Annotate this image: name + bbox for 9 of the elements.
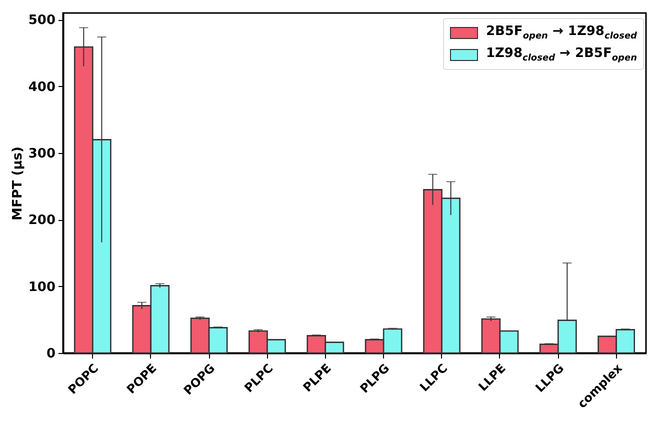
- y-tick-label: 300: [28, 146, 56, 162]
- legend-label: 2B5F$_{open}$ → 1Z98$_{closed}$: [486, 24, 637, 42]
- y-tick-label: 500: [28, 13, 56, 28]
- legend-label: 1Z98$_{closed}$ → 2B5F$_{open}$: [486, 46, 637, 64]
- y-tick-label: 100: [28, 280, 56, 295]
- y-axis-title: MFPT (μs): [10, 146, 26, 220]
- y-tick-label: 0: [46, 346, 56, 362]
- y-tick-label: 200: [28, 213, 56, 228]
- y-tick-label: 400: [28, 80, 56, 95]
